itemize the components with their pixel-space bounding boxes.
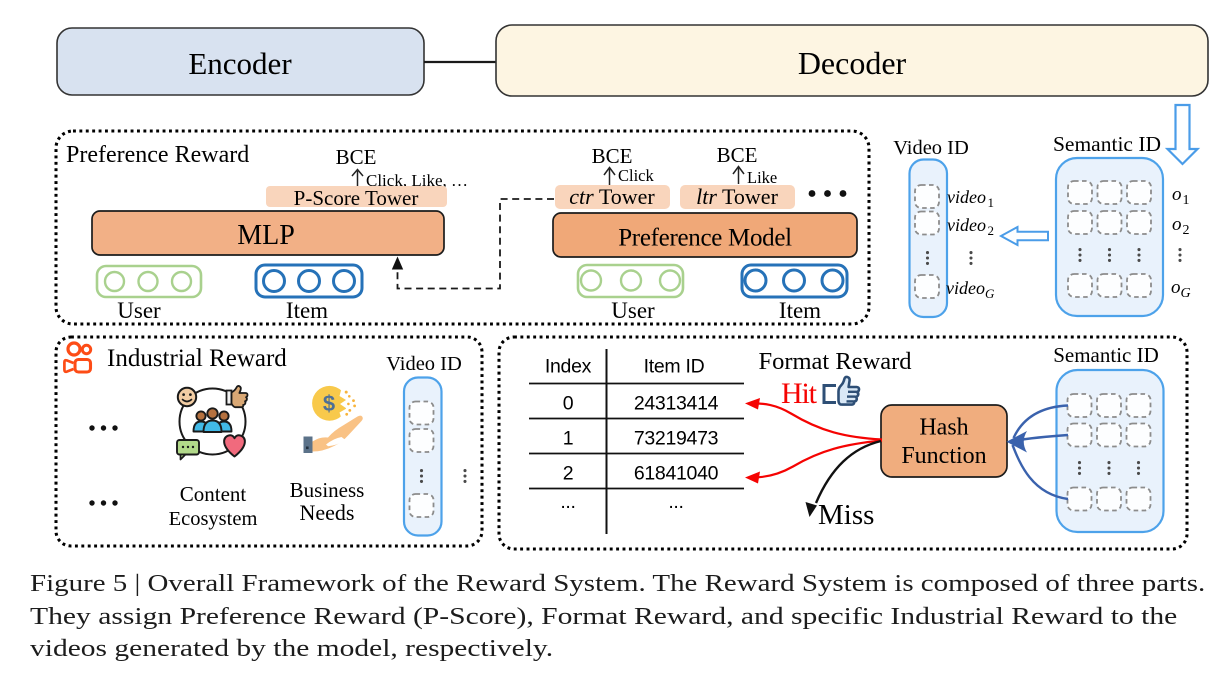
svg-text:Video ID: Video ID <box>386 353 462 375</box>
svg-text:Business: Business <box>290 478 365 502</box>
svg-text:Ecosystem: Ecosystem <box>169 508 258 530</box>
svg-text:Click, Like, …: Click, Like, … <box>366 171 468 190</box>
svg-text:Index: Index <box>545 356 592 378</box>
svg-text:$: $ <box>323 391 335 416</box>
svg-text:Decoder: Decoder <box>798 45 907 81</box>
svg-text:Format Reward: Format Reward <box>758 348 911 375</box>
svg-text:Preference Model: Preference Model <box>618 225 792 252</box>
svg-text:MLP: MLP <box>237 220 295 251</box>
svg-text:Encoder: Encoder <box>188 46 292 81</box>
svg-text:73219473: 73219473 <box>634 428 718 450</box>
svg-text:1: 1 <box>563 428 574 450</box>
svg-text:o2: o2 <box>1172 214 1190 238</box>
svg-text:Function: Function <box>901 443 986 469</box>
svg-text:Content: Content <box>180 482 247 506</box>
svg-text:Like: Like <box>747 168 777 187</box>
svg-text:Item ID: Item ID <box>644 356 705 378</box>
svg-text:0: 0 <box>563 393 574 415</box>
svg-text:Hit: Hit <box>781 377 818 410</box>
svg-text:BCE: BCE <box>717 143 758 167</box>
svg-text:24313414: 24313414 <box>634 393 719 415</box>
svg-text:...: ... <box>560 491 575 513</box>
svg-text:videoG: videoG <box>946 278 995 301</box>
svg-text:2: 2 <box>563 463 574 485</box>
svg-text:...: ... <box>668 491 683 513</box>
svg-text:ltr Tower: ltr Tower <box>696 184 778 209</box>
svg-text:ctr Tower: ctr Tower <box>569 184 655 209</box>
svg-text:P-Score Tower: P-Score Tower <box>294 186 419 210</box>
svg-text:Hash: Hash <box>919 415 968 441</box>
svg-text:Miss: Miss <box>818 499 874 531</box>
svg-text:User: User <box>611 298 655 323</box>
svg-text:oG: oG <box>1171 277 1191 301</box>
svg-text:Item: Item <box>286 298 328 323</box>
svg-text:Item: Item <box>779 298 821 323</box>
svg-text:o1: o1 <box>1172 184 1190 208</box>
svg-text:61841040: 61841040 <box>634 463 719 485</box>
svg-text:Needs: Needs <box>300 500 355 525</box>
svg-text:User: User <box>117 298 161 323</box>
svg-text:Video ID: Video ID <box>893 137 969 159</box>
svg-text:Click: Click <box>618 166 654 185</box>
svg-text:Industrial Reward: Industrial Reward <box>107 345 287 372</box>
svg-text:Preference Reward: Preference Reward <box>66 142 249 168</box>
svg-text:Semantic ID: Semantic ID <box>1053 343 1159 367</box>
svg-text:Semantic ID: Semantic ID <box>1053 132 1161 156</box>
svg-text:BCE: BCE <box>336 145 377 169</box>
svg-text:BCE: BCE <box>592 144 633 168</box>
